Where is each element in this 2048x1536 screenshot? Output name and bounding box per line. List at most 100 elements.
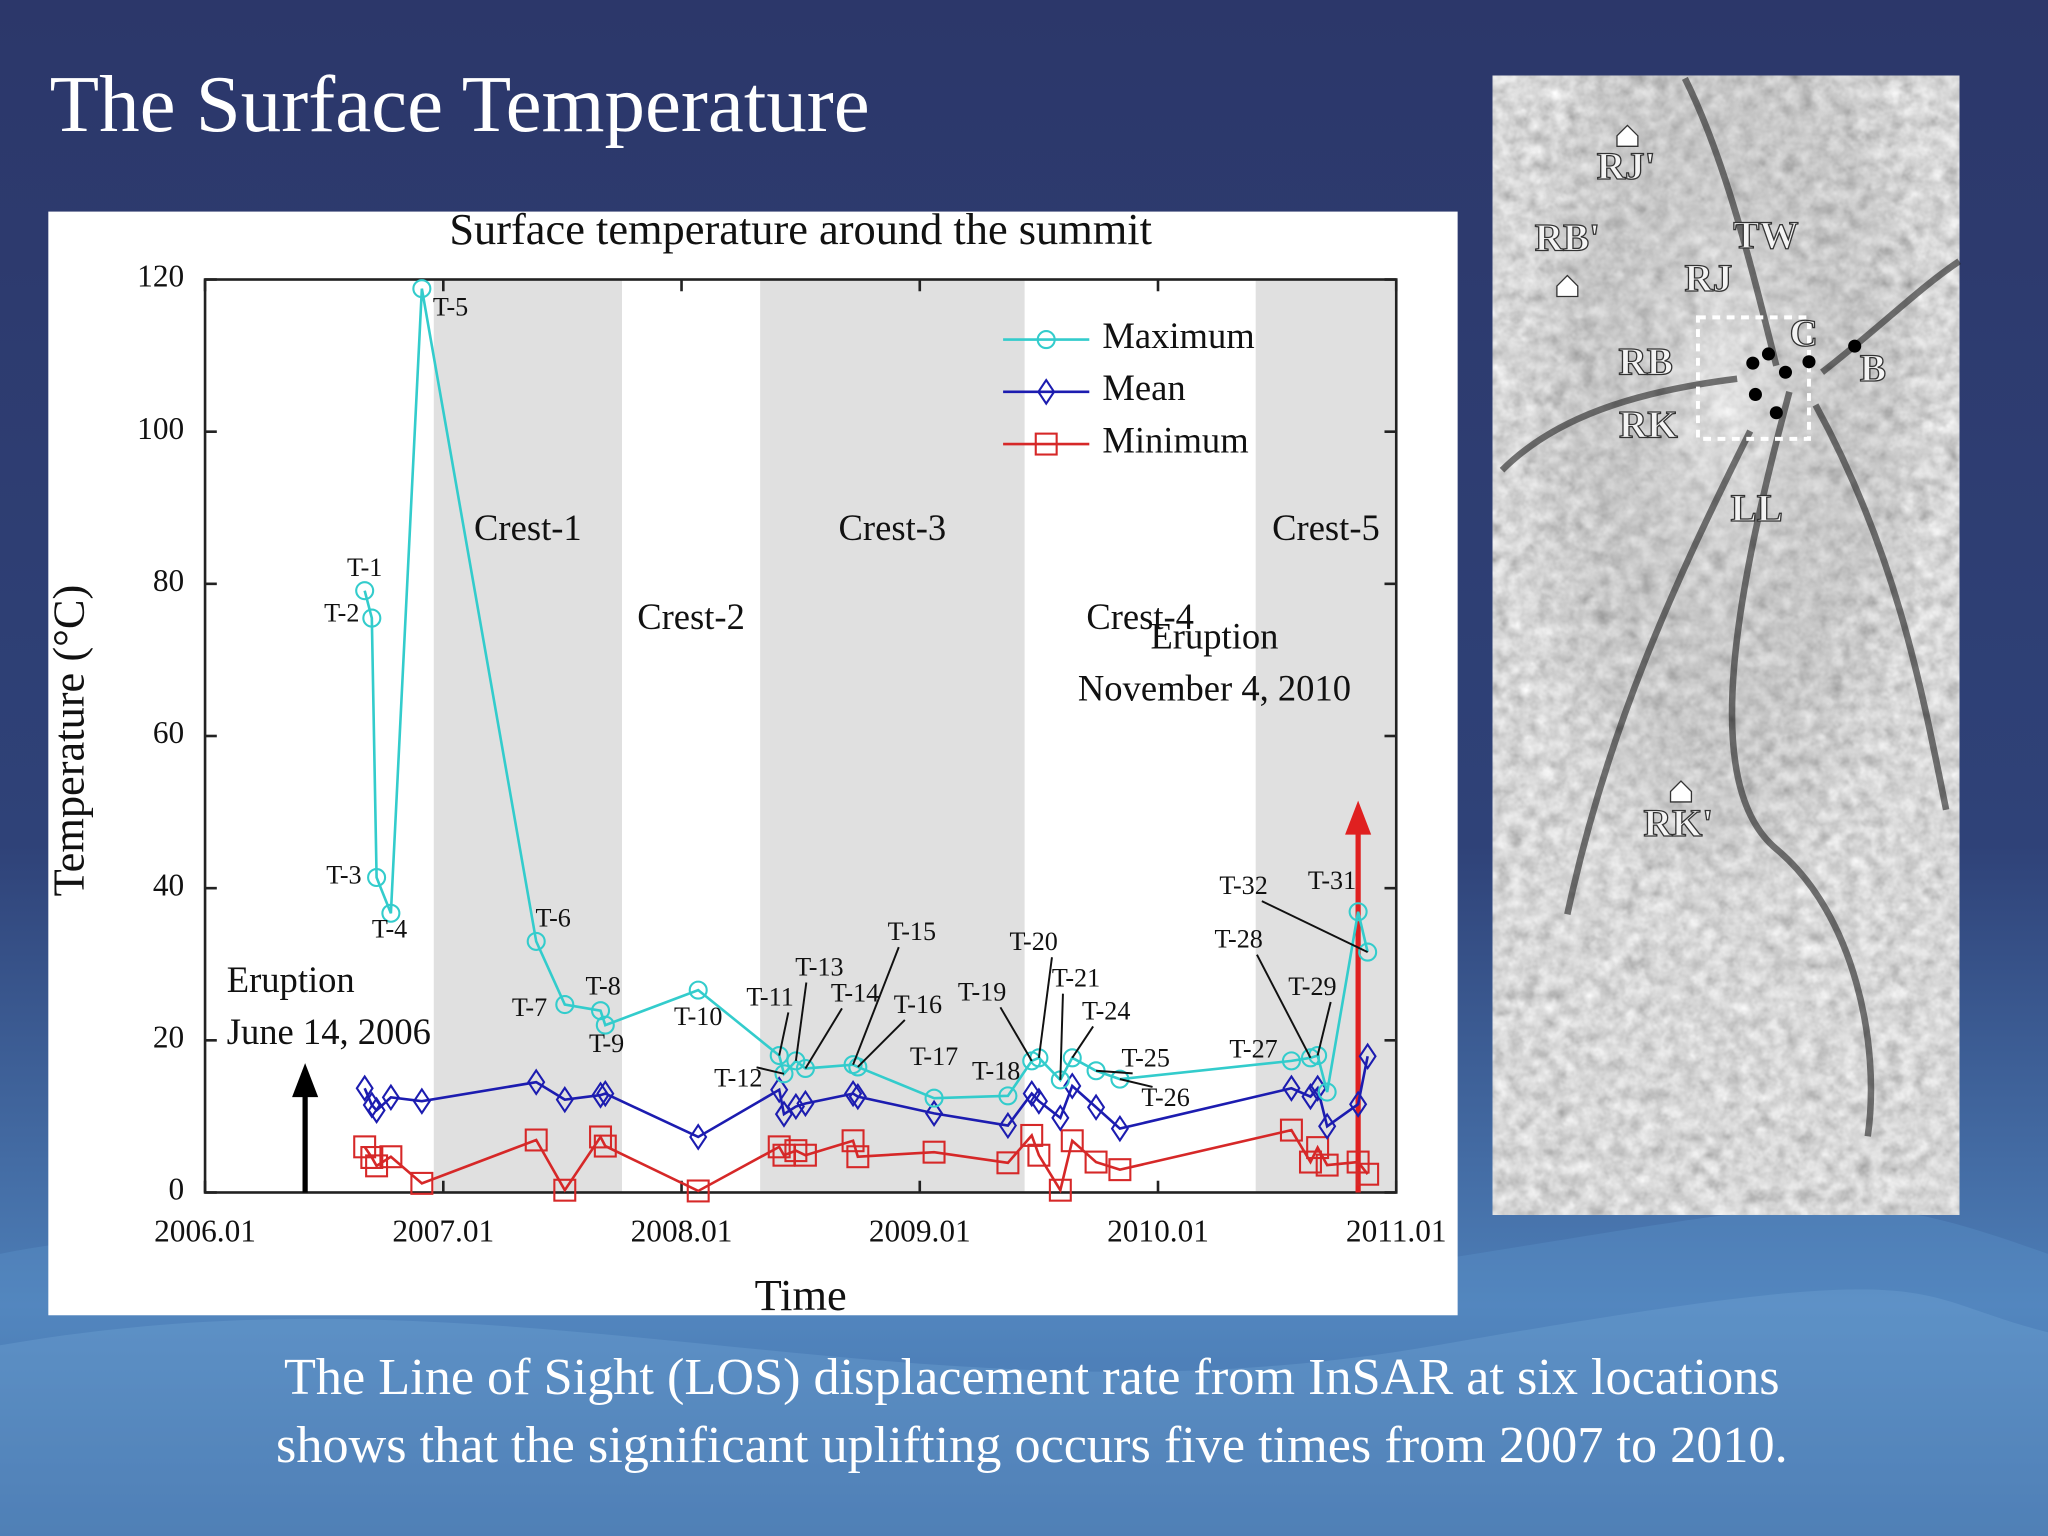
marker: [843, 1079, 863, 1108]
station-dots: [1746, 339, 1862, 420]
marker: [1062, 1048, 1082, 1068]
annotation-text: June 14, 2006: [227, 1011, 431, 1052]
marker: [1356, 1162, 1380, 1186]
arrow-head: [292, 1063, 319, 1098]
point-label: T-3: [326, 861, 361, 890]
legend-label: Mean: [1102, 367, 1185, 408]
marker: [412, 1087, 431, 1115]
point-label: T-12: [714, 1063, 762, 1092]
chart: Surface temperature around the summit Ti…: [43, 204, 1446, 1320]
marker: [591, 1081, 610, 1109]
series: [355, 1042, 1377, 1151]
marker: [589, 1125, 613, 1149]
marker: [367, 1096, 386, 1124]
arrow-head: [1345, 800, 1372, 835]
marker: [355, 581, 375, 601]
point-label: T-4: [372, 915, 407, 944]
marker: [688, 980, 708, 1000]
x-tick-label: 2010.01: [1107, 1213, 1209, 1248]
point-label: T-15: [888, 917, 936, 946]
crest-label: Crest-5: [1272, 507, 1380, 548]
y-tick-label: 0: [168, 1172, 184, 1207]
summit-box: [1696, 315, 1811, 441]
marker: [1020, 1123, 1044, 1147]
marker: [1281, 1051, 1301, 1071]
marker: [1349, 1090, 1368, 1118]
point-label: T-5: [433, 293, 468, 322]
map-label: RK: [1619, 403, 1678, 446]
marker: [1348, 902, 1368, 922]
crest-band: [760, 279, 1025, 1193]
marker: [795, 1058, 815, 1079]
point-label: T-7: [512, 993, 547, 1022]
leader-line: [857, 1019, 906, 1068]
marker: [360, 1145, 384, 1169]
marker: [848, 1057, 868, 1077]
leader-line: [1071, 1025, 1094, 1059]
marker: [355, 1074, 374, 1102]
x-tick-label: 2008.01: [631, 1213, 733, 1248]
point-label: T-24: [1082, 996, 1130, 1025]
crest-label: Crest-2: [637, 596, 745, 637]
x-tick-label: 2011.01: [1346, 1213, 1447, 1248]
slide-title: The Surface Temperature: [50, 59, 870, 149]
marker: [774, 1100, 794, 1128]
marker: [379, 1145, 403, 1169]
x-tick-label: 2007.01: [392, 1213, 494, 1248]
point-label: T-18: [972, 1057, 1020, 1086]
point-label: T-19: [958, 977, 1006, 1006]
marker: [1063, 1072, 1082, 1100]
point-label: T-26: [1141, 1083, 1189, 1112]
series-line: [363, 1056, 1369, 1139]
marker: [998, 1086, 1018, 1106]
leader-line: [1256, 954, 1312, 1059]
point-label: T-29: [1288, 972, 1336, 1001]
map-label: LL: [1731, 487, 1783, 530]
annotation-text: November 4, 2010: [1078, 668, 1351, 709]
point-label: T-6: [536, 904, 571, 933]
chart-title: Surface temperature around the summit: [449, 204, 1152, 254]
crest-label: Crest-1: [474, 507, 582, 548]
y-tick-label: 60: [153, 715, 184, 750]
marker: [1022, 1079, 1041, 1108]
bands: [433, 279, 1397, 1193]
marker: [367, 867, 387, 888]
marker: [1086, 1093, 1106, 1121]
marker: [1060, 1129, 1084, 1153]
marker: [1358, 942, 1378, 962]
marker: [524, 1128, 548, 1152]
marker: [846, 1145, 870, 1169]
y-tick-label: 80: [153, 563, 184, 598]
x-tick-label: 2009.01: [869, 1213, 971, 1248]
marker: [924, 1088, 944, 1108]
marker: [527, 1068, 546, 1096]
y-axis-label: Temperature (°C): [43, 585, 93, 897]
point-label: T-9: [589, 1029, 624, 1058]
x-axis-label: Time: [755, 1270, 847, 1320]
y-tick-label: 120: [137, 259, 184, 294]
marker: [1110, 1114, 1129, 1143]
leader-line: [1261, 900, 1369, 953]
caption: shows that the significant uplifting occ…: [276, 1416, 1788, 1474]
crest-label: Crest-3: [839, 507, 947, 548]
leader-line: [999, 1006, 1033, 1062]
series-line: [363, 1128, 1369, 1194]
leader-line: [1119, 1078, 1153, 1088]
series-line: [363, 288, 1369, 1100]
marker: [1051, 1104, 1070, 1132]
point-label: T-17: [910, 1042, 958, 1071]
marker: [848, 1082, 867, 1111]
map-label: B: [1860, 347, 1886, 390]
x-tick-label: 2006.01: [154, 1213, 256, 1248]
leader-line: [1037, 957, 1053, 1058]
leader-line: [804, 1007, 843, 1069]
y-tick-label: 40: [153, 867, 184, 902]
marker: [996, 1151, 1020, 1175]
legend-label: Minimum: [1102, 419, 1248, 460]
legend-marker: [1037, 378, 1056, 406]
marker: [365, 1154, 389, 1178]
map-label: RB': [1535, 217, 1600, 260]
point-label: T-27: [1229, 1035, 1277, 1064]
